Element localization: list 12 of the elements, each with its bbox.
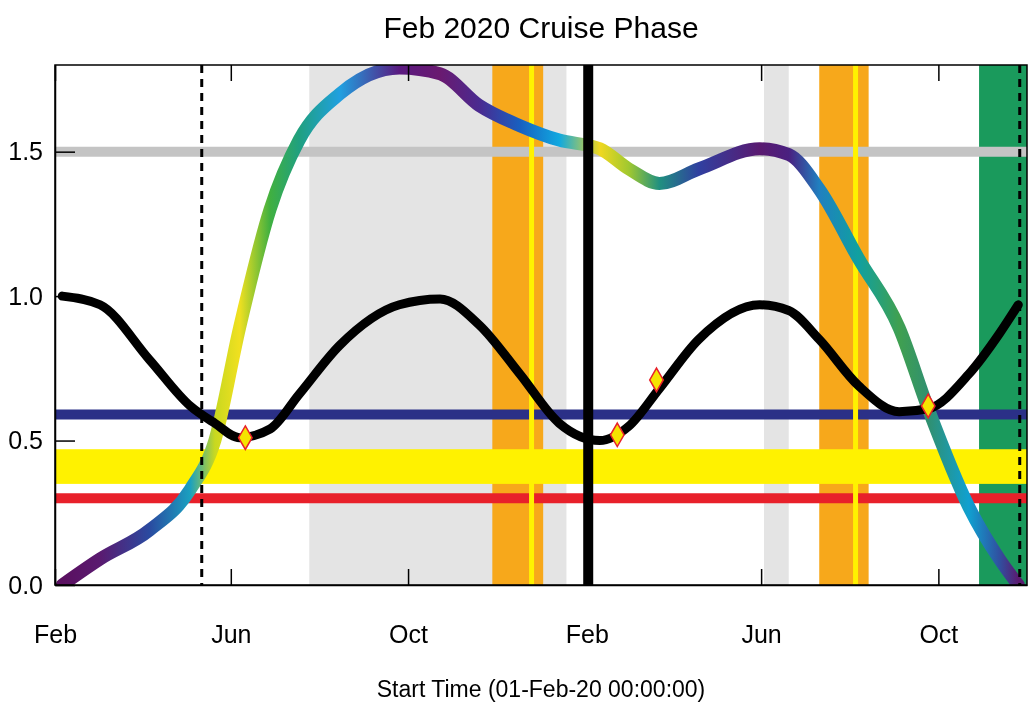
y-tick-label: 1.0 (8, 281, 43, 310)
chart-title: Feb 2020 Cruise Phase (383, 11, 699, 44)
y-tick-label: 0.0 (8, 570, 43, 599)
x-tick-label: Jun (211, 619, 252, 648)
y-tick-label: 1.5 (8, 137, 43, 166)
y-tick-label: 0.5 (8, 426, 43, 455)
x-tick-label: Feb (33, 619, 78, 648)
x-tick-label: Jun (741, 619, 782, 648)
x-tick-label: Feb (565, 619, 609, 648)
x-tick-label: Oct (919, 619, 959, 648)
x-axis-title: Start Time (01-Feb-20 00:00:00) (376, 676, 706, 702)
x-tick-label: Oct (389, 619, 429, 648)
